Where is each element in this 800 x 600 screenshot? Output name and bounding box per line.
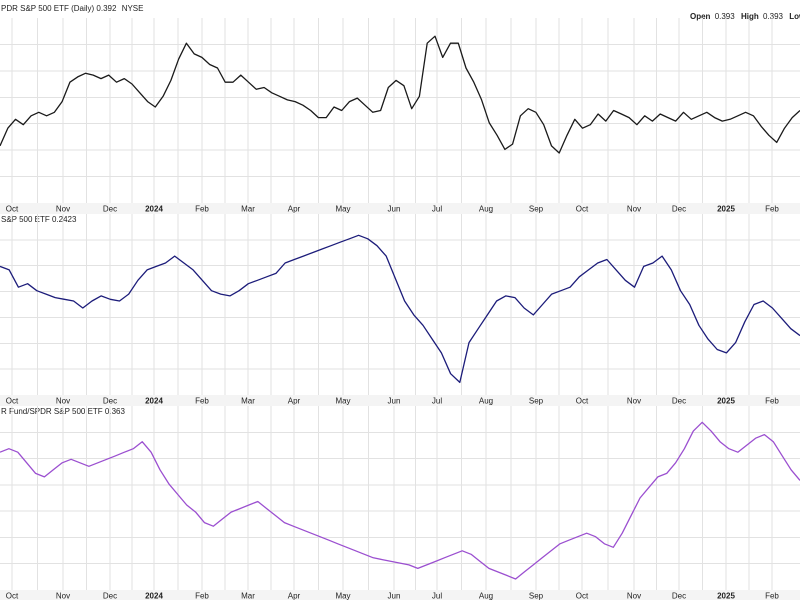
panel-1-series [0, 35, 800, 154]
panel-3: R Fund/SPDR S&P 500 ETF 0.363 Oct Nov Dec 2… [0, 406, 800, 600]
x-tick-label: Oct [6, 592, 19, 600]
panel-3-x-axis: Oct Nov Dec 2024 Feb Mar Apr May Jun Jul Aug Sep Oct… [0, 590, 800, 600]
x-tick-label: Feb [765, 592, 779, 600]
series-line [0, 234, 800, 384]
panel-2-series [0, 234, 800, 384]
x-tick-label: 2024 [145, 205, 163, 214]
x-tick-label: Mar [241, 397, 255, 406]
x-tick-label: Feb [765, 205, 779, 214]
x-tick-label: Oct [576, 205, 589, 214]
x-tick-label: 2025 [717, 397, 735, 406]
x-tick-label: Dec [672, 592, 686, 600]
x-tick-label: Sep [529, 397, 544, 406]
panel-2: S&P 500 ETF 0.2423 Oct Nov Dec 2024 Feb Mar Ap… [0, 214, 800, 406]
x-tick-label: Dec [103, 205, 117, 214]
x-tick-label: Nov [627, 592, 641, 600]
x-tick-label: Nov [56, 397, 70, 406]
x-tick-label: Mar [241, 592, 255, 600]
x-tick-label: Sep [529, 592, 544, 600]
x-tick-label: Sep [529, 205, 544, 214]
x-tick-label: Feb [195, 397, 209, 406]
x-tick-label: 2024 [145, 397, 163, 406]
high-label: High [741, 12, 759, 21]
x-tick-label: Aug [479, 205, 493, 214]
axis-strip [0, 590, 800, 600]
x-tick-label: Feb [195, 205, 209, 214]
x-tick-label: Apr [288, 205, 301, 214]
x-tick-label: May [335, 397, 350, 406]
x-tick-label: Jul [432, 592, 442, 600]
x-tick-label: Apr [288, 397, 301, 406]
x-tick-label: Dec [672, 397, 686, 406]
axis-strip [0, 203, 800, 214]
x-tick-label: Nov [56, 205, 70, 214]
panel-1-x-axis: Oct Nov Dec 2024 Feb Mar Apr May Jun Jul Aug Sep Oct… [0, 203, 800, 214]
x-tick-label: Aug [479, 397, 493, 406]
x-tick-label: Oct [576, 397, 589, 406]
x-tick-label: Jun [388, 592, 401, 600]
panel-2-x-axis: Oct Nov Dec 2024 Feb Mar Apr May Jun Jul Aug Sep Oct… [0, 395, 800, 406]
x-tick-label: May [335, 592, 350, 600]
x-tick-label: Jul [432, 205, 442, 214]
panel-3-grid [0, 406, 800, 600]
x-tick-label: Dec [103, 592, 117, 600]
series-line [0, 35, 800, 154]
x-tick-label: 2025 [717, 592, 735, 600]
exchange-label: NYSE [122, 4, 144, 13]
x-tick-label: Dec [672, 205, 686, 214]
x-tick-label: Jul [432, 397, 442, 406]
x-tick-label: Apr [288, 592, 301, 600]
axis-strip [0, 395, 800, 406]
x-tick-label: Jun [388, 397, 401, 406]
panel-1: Oct Nov Dec 2024 Feb Mar Apr May Jun Jul Aug Sep Oct… [0, 18, 800, 214]
x-tick-label: Nov [56, 592, 70, 600]
x-tick-label: Feb [195, 592, 209, 600]
ohlc-readout: Open 0.393 High 0.393 Low [690, 12, 800, 21]
panel-3-series [0, 421, 800, 580]
high-value: 0.393 [763, 12, 784, 21]
x-tick-label: Aug [479, 592, 493, 600]
series-line [0, 421, 800, 580]
open-value: 0.393 [715, 12, 736, 21]
x-tick-label: 2024 [145, 592, 163, 600]
x-tick-label: Oct [6, 397, 19, 406]
x-tick-label: May [335, 205, 350, 214]
panel-2-title: S&P 500 ETF 0.2423 [1, 215, 77, 224]
x-tick-label: Mar [241, 205, 255, 214]
x-tick-label: Nov [627, 397, 641, 406]
x-tick-label: Feb [765, 397, 779, 406]
panel-1-title-text: PDR S&P 500 ETF (Daily) 0.392 [1, 4, 117, 13]
x-tick-label: Jun [388, 205, 401, 214]
low-label: Low [789, 12, 800, 21]
x-tick-label: 2025 [717, 205, 735, 214]
x-tick-label: Oct [6, 205, 19, 214]
x-tick-label: Nov [627, 205, 641, 214]
x-tick-label: Dec [103, 397, 117, 406]
open-label: Open [690, 12, 711, 21]
panel-1-title: PDR S&P 500 ETF (Daily) 0.392 NYSE [1, 4, 143, 13]
panel-2-grid [0, 214, 800, 406]
x-tick-label: Oct [576, 592, 589, 600]
